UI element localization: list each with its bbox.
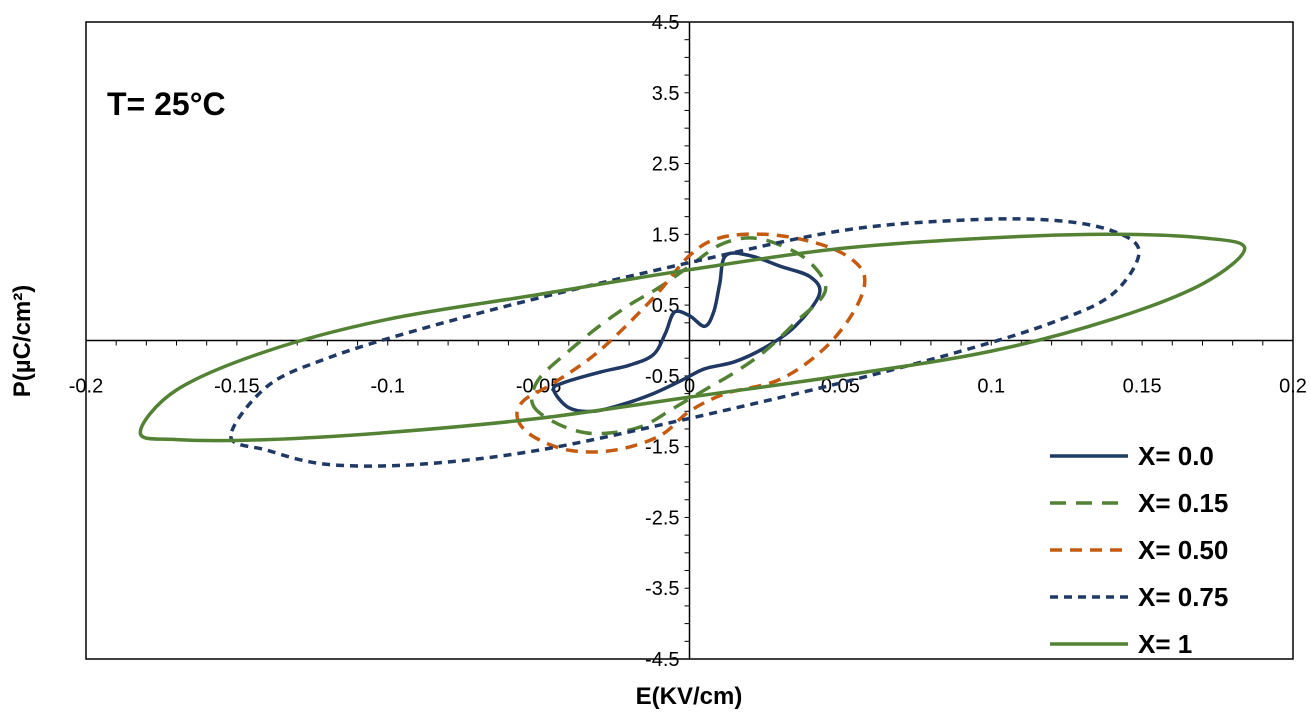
series-layer xyxy=(138,217,1247,468)
x-axis-title: E(KV/cm) xyxy=(636,683,743,710)
series-line-0 xyxy=(551,251,822,414)
series-line-1 xyxy=(529,236,828,436)
y-tick-label: 2.5 xyxy=(652,154,680,176)
legend-label-1: X= 0.15 xyxy=(1138,488,1228,518)
x-tick-label: -0.15 xyxy=(214,376,260,398)
y-tick-label: 1.5 xyxy=(652,224,680,246)
legend-label-0: X= 0.0 xyxy=(1138,441,1214,471)
x-tick-label: -0.05 xyxy=(516,376,562,398)
y-tick-label: 0.5 xyxy=(652,295,680,317)
y-tick-label: -2.5 xyxy=(645,507,679,529)
legend-label-4: X= 1 xyxy=(1138,629,1192,659)
y-axis-title: P(µC/cm²) xyxy=(9,285,36,398)
legend: X= 0.0 X= 0.15 X= 0.50 X= 0.75 X= 1 xyxy=(1050,441,1228,659)
legend-label-3: X= 0.75 xyxy=(1138,582,1228,612)
x-tick-label: -0.1 xyxy=(371,376,405,398)
series-line-3 xyxy=(229,217,1141,468)
x-tick-labels: -0.2 -0.15 -0.1 -0.05 0 0.05 0.1 0.15 0.2 xyxy=(69,376,1307,398)
y-tick-label: -4.5 xyxy=(645,649,679,671)
y-tick-label: -0.5 xyxy=(645,366,679,388)
x-tick-label: 0.1 xyxy=(977,376,1005,398)
x-tick-label: 0 xyxy=(684,376,695,398)
temperature-annotation: T= 25°C xyxy=(107,86,226,122)
y-tick-label: 3.5 xyxy=(652,83,680,105)
legend-label-2: X= 0.50 xyxy=(1138,535,1228,565)
x-tick-label: 0.15 xyxy=(1123,376,1162,398)
axes xyxy=(85,21,1294,660)
series-line-4 xyxy=(138,232,1247,443)
x-tick-label: 0.2 xyxy=(1279,376,1307,398)
y-tick-label: -1.5 xyxy=(645,437,679,459)
y-tick-label: -3.5 xyxy=(645,578,679,600)
series-line-2 xyxy=(515,232,867,454)
y-tick-label: 4.5 xyxy=(652,12,680,34)
x-tick-label: -0.2 xyxy=(69,376,103,398)
